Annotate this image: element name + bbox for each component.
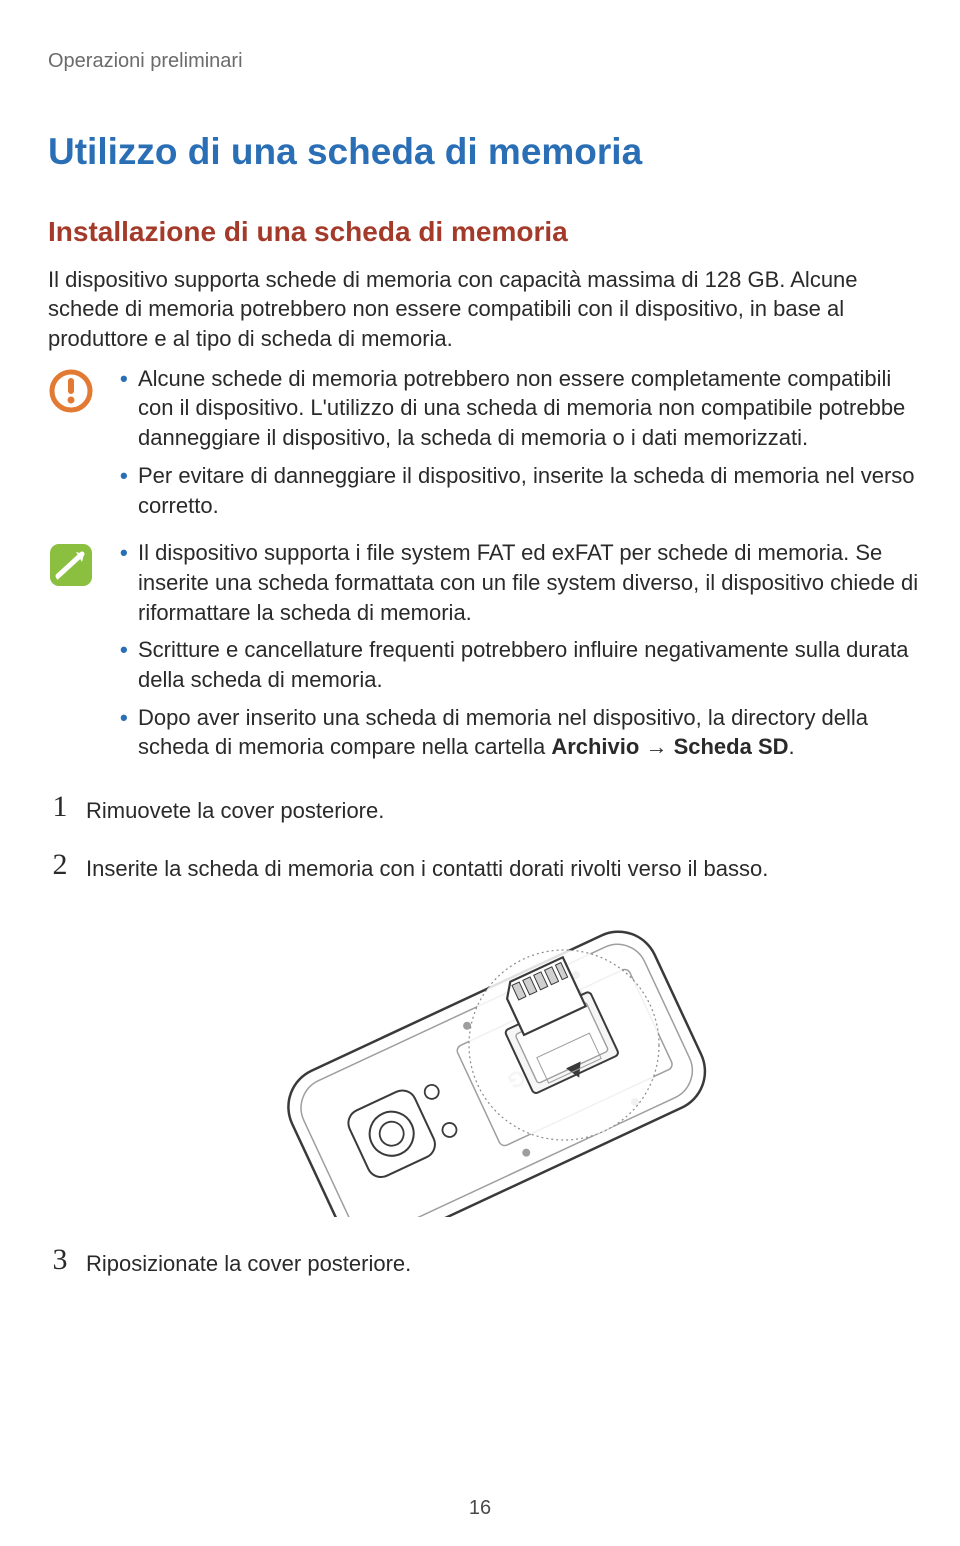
caution-note: Alcune schede di memoria potrebbero non … (48, 364, 920, 528)
step-number: 1 (48, 792, 72, 822)
caution-item: Per evitare di danneggiare il dispositiv… (116, 461, 920, 520)
step-3: 3 Riposizionate la cover posteriore. (48, 1245, 920, 1279)
info-note: Il dispositivo supporta i file system FA… (48, 538, 920, 770)
steps-list: 1 Rimuovete la cover posteriore. 2 Inser… (48, 792, 920, 1279)
page-title: Utilizzo di una scheda di memoria (48, 127, 920, 177)
intro-paragraph: Il dispositivo supporta schede di memori… (48, 265, 920, 354)
device-illustration: SAMSUNG (48, 907, 920, 1217)
caution-icon (48, 368, 94, 414)
step-2: 2 Inserite la scheda di memoria con i co… (48, 850, 920, 884)
step-text: Inserite la scheda di memoria con i cont… (86, 850, 768, 884)
info-item: Scritture e cancellature frequenti potre… (116, 635, 920, 694)
step-number: 2 (48, 850, 72, 880)
step-1: 1 Rimuovete la cover posteriore. (48, 792, 920, 826)
page-number: 16 (0, 1495, 960, 1522)
info-item: Il dispositivo supporta i file system FA… (116, 538, 920, 627)
caution-item: Alcune schede di memoria potrebbero non … (116, 364, 920, 453)
step-number: 3 (48, 1245, 72, 1275)
section-heading: Installazione di una scheda di memoria (48, 213, 920, 251)
step-text: Riposizionate la cover posteriore. (86, 1245, 411, 1279)
note-icon (48, 542, 94, 588)
breadcrumb: Operazioni preliminari (48, 48, 920, 75)
step-text: Rimuovete la cover posteriore. (86, 792, 384, 826)
info-item: Dopo aver inserito una scheda di memoria… (116, 703, 920, 762)
